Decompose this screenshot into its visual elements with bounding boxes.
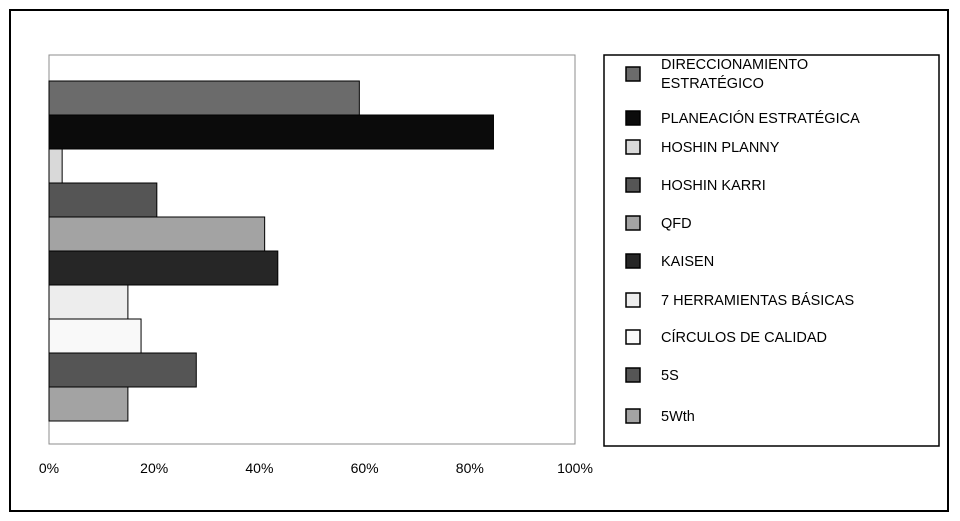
x-tick-label: 40% [245,460,273,476]
x-tick-label: 60% [351,460,379,476]
legend-swatch [625,329,641,345]
legend-swatch [625,66,641,82]
legend-label: PLANEACIÓN ESTRATÉGICA [661,110,860,127]
bar-4 [48,182,158,218]
bar-3 [48,148,63,184]
x-axis: 0% 20% 40% 60% 80% 100% [39,460,593,476]
bar-5 [48,216,266,252]
bar-9 [48,352,197,388]
legend-swatch [625,253,641,269]
bar-2 [48,114,494,150]
legend-label: 7 HERRAMIENTAS BÁSICAS [661,292,854,309]
legend-swatch [625,139,641,155]
bars-group [48,80,494,422]
legend-swatch [625,215,641,231]
legend-swatch [625,367,641,383]
legend-swatch [625,110,641,126]
x-tick-label: 80% [456,460,484,476]
legend-label: CÍRCULOS DE CALIDAD [661,329,827,346]
chart-svg: 0% 20% 40% 60% 80% 100% DIRECCIONAMIENTO ESTRA… [39,54,940,476]
legend-label: QFD [661,216,692,232]
bar-1 [48,80,360,116]
legend-label: HOSHIN PLANNY [661,140,780,156]
x-tick-label: 100% [557,460,593,476]
bar-8 [48,318,142,354]
legend-label: HOSHIN KARRI [661,178,766,194]
legend-box [603,54,940,447]
legend-label: 5S [661,368,679,384]
legend-swatch [625,177,641,193]
legend-swatch [625,408,641,424]
legend-label: 5Wth [661,409,695,425]
legend: DIRECCIONAMIENTO ESTRATÉGICO PLANEACIÓN ES… [625,57,860,425]
legend-label-line: DIRECCIONAMIENTO [661,57,808,73]
bar-10 [48,386,129,422]
x-tick-label: 0% [39,460,59,476]
legend-label-line: ESTRATÉGICO [661,75,764,92]
chart-frame: 0% 20% 40% 60% 80% 100% DIRECCIONAMIENTO ESTRA… [9,9,949,512]
bar-6 [48,250,279,286]
legend-swatch [625,292,641,308]
legend-label: KAISEN [661,254,714,270]
bar-7 [48,284,129,320]
legend-label: DIRECCIONAMIENTO ESTRATÉGICO [661,57,808,92]
x-tick-label: 20% [140,460,168,476]
